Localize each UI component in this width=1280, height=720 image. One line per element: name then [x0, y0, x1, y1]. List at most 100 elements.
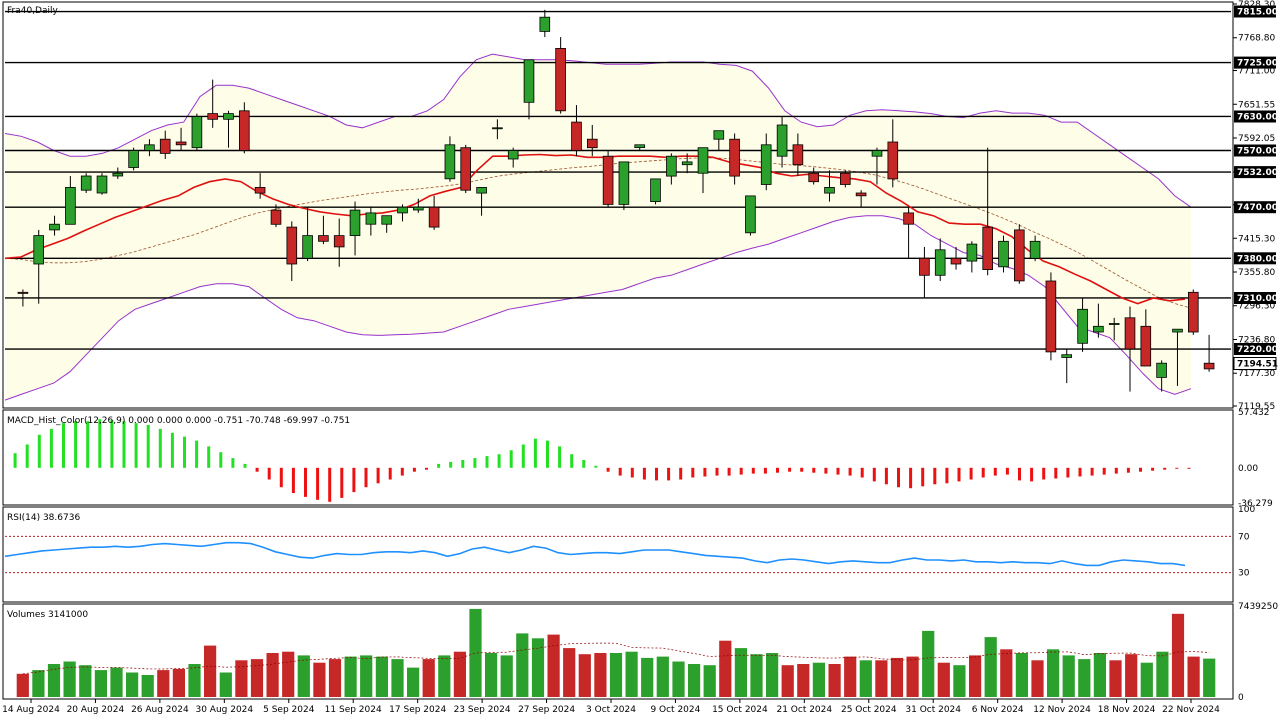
level-label-box-2	[1234, 110, 1276, 123]
volume-bar-10	[172, 668, 185, 697]
candle-body	[444, 144, 456, 180]
level-label-8: 7220.00	[1237, 345, 1278, 355]
volume-bar-9	[157, 670, 170, 697]
rsi-panel[interactable]: RSI(14) 38.6736	[2, 506, 1234, 603]
macd-bar-17	[219, 452, 223, 468]
volume-bar-65	[1031, 660, 1044, 697]
macd-bar-39	[485, 456, 489, 468]
macd-bar-57	[703, 467, 707, 477]
macd-bar-46	[570, 454, 574, 468]
date-tick-label-14: 31 Oct 2024	[905, 705, 961, 715]
macd-bar-21	[267, 467, 271, 480]
candle-body	[571, 121, 582, 151]
macd-tick-label-0: 57.432	[1238, 408, 1270, 418]
macd-bar-50	[618, 467, 622, 476]
macd-bar-38	[473, 458, 477, 468]
macd-bar-92	[1126, 467, 1130, 473]
candle-body	[1014, 229, 1025, 282]
macd-bar-18	[231, 458, 235, 468]
candle-body	[207, 113, 219, 120]
candle-body	[65, 186, 76, 225]
macd-bar-40	[497, 454, 501, 468]
volume-bar-66	[1047, 649, 1060, 697]
volume-bar-39	[625, 651, 638, 697]
price-panel[interactable]: Fra40,Daily	[2, 1, 1234, 409]
candle-49	[792, 133, 804, 177]
level-label-box-8	[1234, 343, 1276, 355]
volume-bar-40	[641, 657, 654, 697]
candle-body	[1156, 362, 1167, 378]
date-tick-label-16: 12 Nov 2024	[1033, 705, 1091, 715]
candle-43	[697, 147, 709, 194]
candle-body	[223, 113, 234, 120]
macd-bar-93	[1139, 467, 1142, 472]
date-tick-label-5: 11 Sep 2024	[325, 705, 382, 715]
candle-54	[871, 147, 883, 185]
macd-bar-88	[1078, 467, 1082, 477]
candle-9	[159, 130, 171, 160]
candle-body	[428, 206, 440, 228]
candle-body	[238, 110, 250, 151]
candle-body	[492, 127, 503, 130]
macd-bar-71	[872, 467, 876, 482]
volume-bar-45	[719, 640, 732, 697]
macd-bar-69	[848, 467, 852, 476]
candle-3	[65, 176, 76, 225]
candle-74	[1188, 289, 1199, 335]
candle-body	[254, 186, 266, 194]
macd-bar-86	[1054, 467, 1058, 479]
date-tick-label-6: 17 Sep 2024	[389, 705, 446, 715]
candle-body	[650, 178, 661, 202]
volume-bar-28	[453, 651, 466, 697]
macd-bar-94	[1151, 467, 1155, 471]
volume-bar-34	[547, 634, 560, 697]
candle-19	[318, 215, 329, 245]
macd-bar-44	[546, 440, 549, 468]
candle-body	[776, 124, 788, 157]
level-label-box-3	[1234, 144, 1276, 157]
symbol-title: Fra40,Daily	[7, 6, 58, 16]
volume-bar-58	[922, 630, 935, 697]
volume-bar-36	[578, 654, 591, 697]
volume-bar-46	[734, 648, 747, 697]
candle-body	[808, 172, 819, 183]
macd-bar-0	[13, 453, 17, 468]
macd-panel[interactable]: MACD_Hist_Color(12,26,9) 0.000 0.000 0.0…	[2, 409, 1234, 506]
level-label-1: 7725.00	[1237, 59, 1278, 69]
volume-panel[interactable]: Volumes 3141000	[2, 603, 1234, 700]
volume-bar-75	[1187, 656, 1200, 697]
volume-bar-60	[953, 665, 966, 697]
volume-bar-49	[781, 665, 794, 697]
volume-bar-62	[984, 637, 997, 697]
price-tick-label-9: 7296.30	[1238, 302, 1275, 312]
candle-body	[681, 161, 693, 166]
volume-bar-44	[703, 665, 716, 697]
volume-bar-33	[531, 638, 545, 697]
macd-bar-16	[207, 446, 211, 468]
candle-35	[571, 105, 582, 157]
candle-body	[855, 192, 867, 197]
volume-bar-6	[110, 667, 123, 697]
macd-bar-62	[763, 467, 767, 474]
level-label-box-7	[1234, 292, 1276, 304]
date-tick-label-10: 9 Oct 2024	[650, 705, 700, 715]
date-tick-label-0: 14 Aug 2024	[2, 705, 60, 715]
price-tick-label-7: 7415.30	[1238, 234, 1275, 244]
macd-bar-76	[933, 467, 937, 485]
level-label-7: 7310.00	[1237, 294, 1278, 304]
candle-23	[381, 215, 392, 233]
candle-body	[840, 172, 851, 185]
date-tick-label-11: 15 Oct 2024	[712, 705, 768, 715]
rsi-layer	[4, 535, 1231, 574]
candle-7	[128, 147, 139, 171]
candle-body	[302, 235, 313, 259]
sma20-line	[4, 153, 1186, 305]
candle-body	[950, 257, 962, 265]
macd-tick-label-2: -36.279	[1238, 499, 1273, 509]
macd-bar-83	[1018, 467, 1021, 481]
candle-42	[681, 153, 693, 174]
macd-bar-95	[1163, 467, 1167, 470]
candle-50	[808, 167, 819, 185]
volume-bar-57	[906, 656, 919, 697]
